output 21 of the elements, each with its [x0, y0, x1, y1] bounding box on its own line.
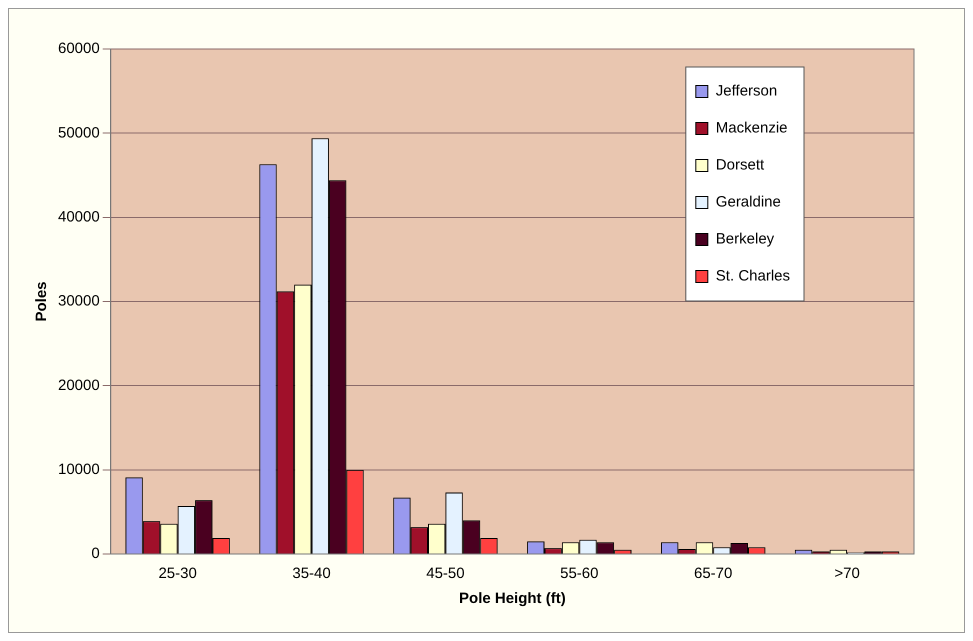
- x-tick-label: 45-50: [426, 565, 465, 582]
- y-tick-label: 50000: [58, 124, 100, 142]
- y-tick-label: 60000: [58, 40, 100, 58]
- y-tick-label: 10000: [58, 460, 100, 478]
- x-tick-label: >70: [834, 565, 860, 582]
- legend-label: St. Charles: [716, 268, 790, 285]
- y-tick-label: 30000: [58, 292, 100, 310]
- x-tick-label: 55-60: [560, 565, 598, 582]
- y-tick-label: 20000: [58, 376, 100, 394]
- legend-label: Mackenzie: [716, 120, 788, 137]
- legend-label: Geraldine: [716, 194, 781, 211]
- legend-label: Jefferson: [716, 82, 778, 100]
- x-tick-label: 35-40: [292, 565, 331, 582]
- y-axis-title: Poles: [33, 281, 50, 322]
- x-axis-title: Pole Height (ft): [459, 590, 566, 608]
- x-tick-label: 25-30: [158, 565, 197, 582]
- y-tick-label: 40000: [58, 208, 100, 226]
- x-tick-label: 65-70: [694, 565, 732, 582]
- legend-label: Berkeley: [716, 230, 775, 248]
- y-tick-label: 0: [91, 545, 100, 562]
- legend-label: Dorsett: [716, 156, 765, 174]
